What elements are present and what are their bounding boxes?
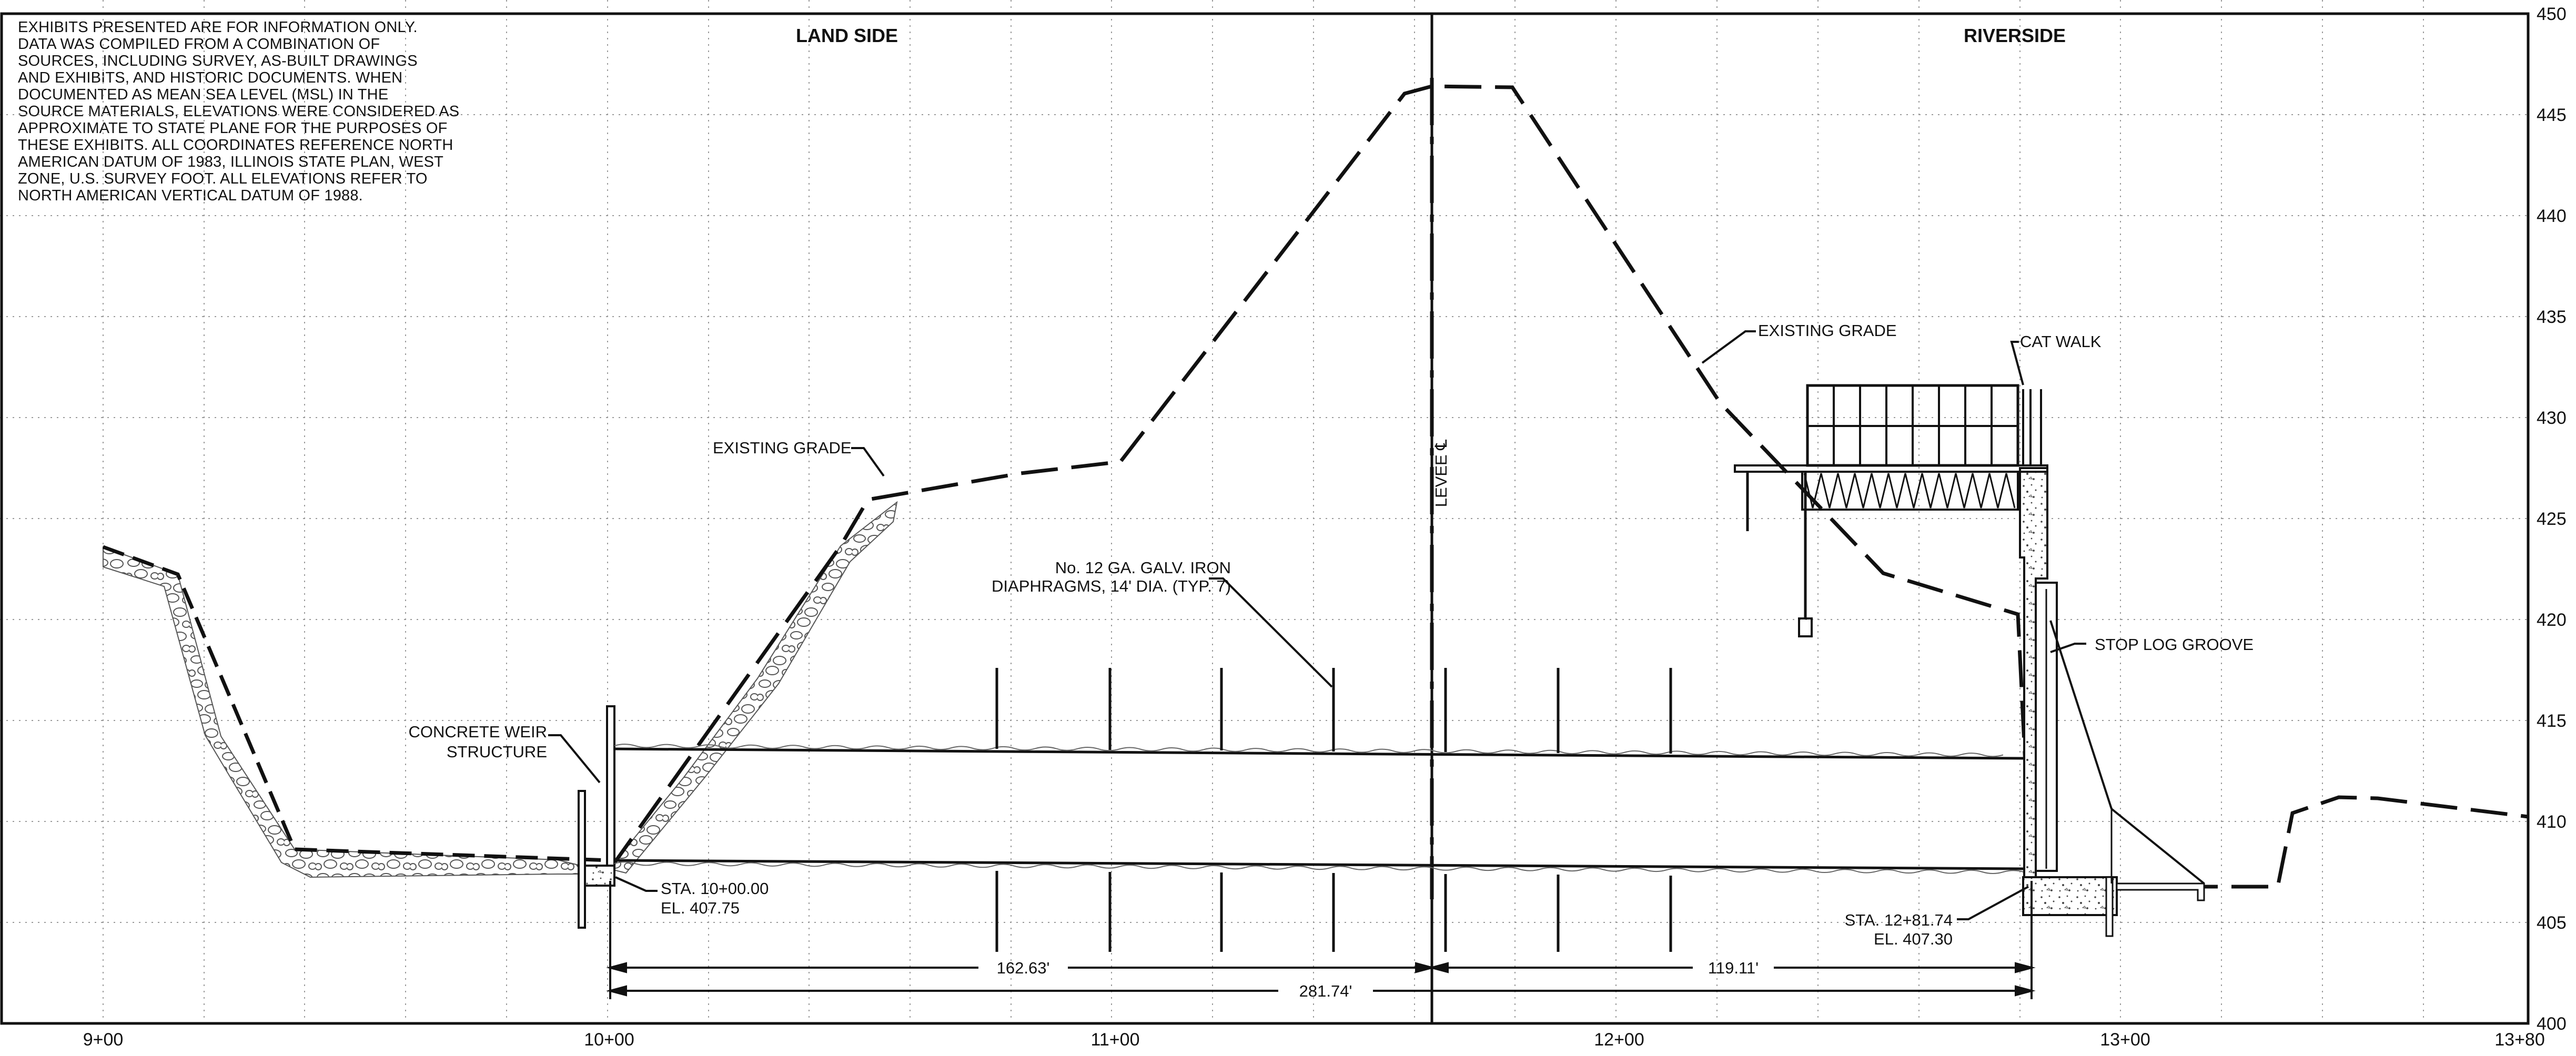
- elevation-label: 405: [2537, 913, 2567, 933]
- elevation-label: 435: [2537, 307, 2567, 327]
- riprap-slope: [608, 501, 898, 874]
- note-line: THESE EXHIBITS. ALL COORDINATES REFERENC…: [18, 137, 453, 154]
- cat-walk: [1734, 384, 2048, 637]
- note-line: SOURCES, INCLUDING SURVEY, AS-BUILT DRAW…: [18, 53, 418, 69]
- station-label: 11+00: [1091, 1030, 1140, 1050]
- station-label: 9+00: [83, 1030, 124, 1050]
- weir-footing: [584, 865, 615, 887]
- diaphragms-label-line2: DIAPHRAGMS, 14' DIA. (TYP. 7): [992, 577, 1231, 595]
- elevation-label: 450: [2537, 4, 2567, 24]
- elevation-label: 400: [2537, 1014, 2567, 1034]
- dimension-total-span: 281.74': [1299, 982, 1352, 1000]
- weir-label-line2: STRUCTURE: [447, 743, 547, 761]
- iron-diaphragms: [995, 668, 1672, 952]
- elevation-label: 445: [2537, 105, 2567, 125]
- levee-centerline-label: LEVEE ℄: [1432, 440, 1450, 507]
- elevation-label: 430: [2537, 408, 2567, 428]
- existing-grade-riverside: [2130, 795, 2529, 889]
- existing-grade-label-right: EXISTING GRADE: [1758, 321, 1897, 340]
- note-line: SOURCE MATERIALS, ELEVATIONS WERE CONSID…: [18, 103, 460, 120]
- note-line: EXHIBITS PRESENTED ARE FOR INFORMATION O…: [18, 19, 418, 36]
- riprap-left-bank: [103, 546, 611, 878]
- sta-left-label-line1: STA. 10+00.00: [661, 879, 769, 898]
- existing-grade-left-bank: [102, 545, 611, 862]
- elevation-label: 420: [2537, 610, 2567, 630]
- riverside-headwall: [2019, 467, 2205, 937]
- existing-grade-label-left: EXISTING GRADE: [713, 439, 852, 457]
- weir-headwall: [606, 705, 615, 867]
- sta-right-label-line2: EL. 407.30: [1874, 930, 1953, 948]
- leader-lines: [548, 330, 2086, 920]
- note-line: AND EXHIBITS, AND HISTORIC DOCUMENTS. WH…: [18, 69, 403, 86]
- land-side-header: LAND SIDE: [796, 25, 898, 46]
- station-label: 13+80: [2494, 1030, 2545, 1050]
- station-label: 12+00: [1594, 1030, 1644, 1050]
- diaphragms-label-line1: No. 12 GA. GALV. IRON: [1055, 559, 1231, 577]
- stop-log-groove-label: STOP LOG GROOVE: [2095, 635, 2254, 654]
- note-line: NORTH AMERICAN VERTICAL DATUM OF 1988.: [18, 187, 363, 204]
- weir-wall: [578, 790, 586, 929]
- culvert-pipe: [614, 744, 2025, 875]
- note-line: ZONE, U.S. SURVEY FOOT. ALL ELEVATIONS R…: [18, 170, 428, 187]
- note-line: AMERICAN DATUM OF 1983, ILLINOIS STATE P…: [18, 154, 444, 170]
- note-line: DOCUMENTED AS MEAN SEA LEVEL (MSL) IN TH…: [18, 86, 389, 103]
- elevation-label: 440: [2537, 206, 2567, 226]
- dimension-left-span: 162.63': [997, 959, 1050, 977]
- elevation-label: 425: [2537, 509, 2567, 529]
- dimension-right-span: 119.11': [1708, 959, 1759, 977]
- existing-grade-levee: [609, 84, 2033, 871]
- cat-walk-label: CAT WALK: [2020, 332, 2102, 351]
- sta-right-label-line1: STA. 12+81.74: [1845, 911, 1953, 929]
- note-line: APPROXIMATE TO STATE PLANE FOR THE PURPO…: [18, 120, 448, 137]
- headwall-footing: [2022, 876, 2118, 916]
- drawing-frame: [0, 12, 2530, 1025]
- station-label: 13+00: [2100, 1030, 2150, 1050]
- riverside-header: RIVERSIDE: [1964, 25, 2066, 46]
- weir-label-line1: CONCRETE WEIR: [409, 723, 548, 741]
- general-note: EXHIBITS PRESENTED ARE FOR INFORMATION O…: [18, 19, 465, 204]
- elevation-label: 410: [2537, 812, 2567, 832]
- dimension-lines: [606, 881, 2036, 999]
- note-line: DATA WAS COMPILED FROM A COMBINATION OF: [18, 36, 380, 53]
- station-label: 10+00: [584, 1030, 634, 1050]
- elevation-label: 415: [2537, 711, 2567, 731]
- sta-left-label-line2: EL. 407.75: [661, 899, 740, 917]
